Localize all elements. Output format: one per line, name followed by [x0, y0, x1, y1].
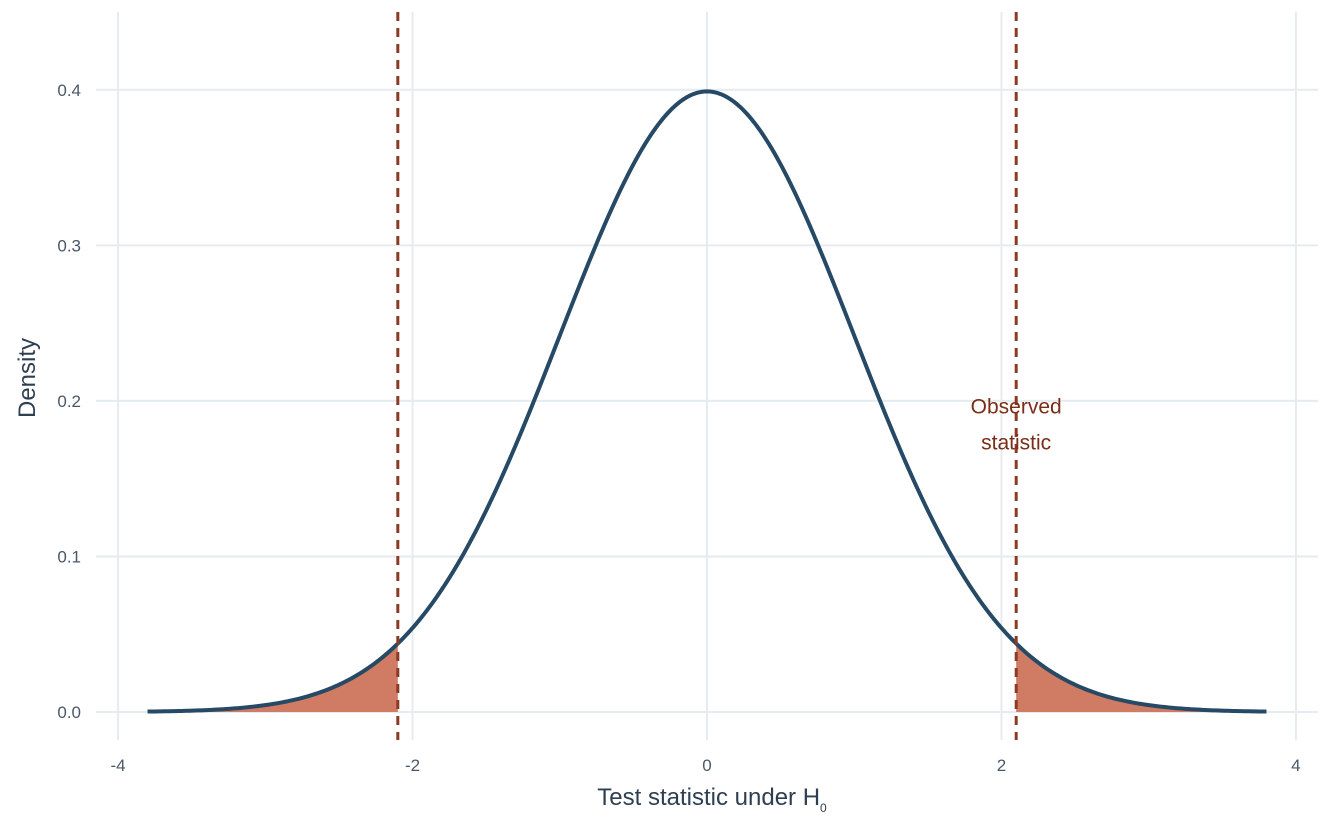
x-tick-label: -2 [405, 756, 420, 775]
y-axis-title: Density [14, 338, 41, 418]
density-curve [147, 89, 1267, 714]
x-axis-title: Test statistic under H0 [597, 784, 827, 815]
shaded-tails [147, 643, 1267, 712]
tick-labels: -4 -2 0 2 4 0.0 0.1 0.2 0.3 0.4 [57, 81, 1300, 775]
x-tick-label: 4 [1291, 756, 1300, 775]
annotation: Observed statistic [971, 395, 1062, 454]
x-tick-label: -4 [111, 756, 126, 775]
y-tick-label: 0.4 [57, 81, 81, 100]
density-curve-group [147, 89, 1267, 714]
x-tick-label: 0 [702, 756, 711, 775]
tail-area [1016, 643, 1267, 712]
y-tick-label: 0.2 [57, 392, 81, 411]
annotation-line-1: Observed [971, 395, 1062, 418]
y-tick-label: 0.3 [57, 236, 81, 255]
grid-lines [96, 12, 1318, 740]
tail-area [147, 643, 398, 712]
y-tick-label: 0.1 [57, 547, 81, 566]
x-axis-title-subscript: 0 [820, 801, 827, 815]
y-tick-label: 0.0 [57, 703, 81, 722]
annotation-line-2: statistic [981, 431, 1051, 454]
x-tick-label: 2 [997, 756, 1006, 775]
x-axis-title-main: Test statistic under H [597, 784, 820, 811]
